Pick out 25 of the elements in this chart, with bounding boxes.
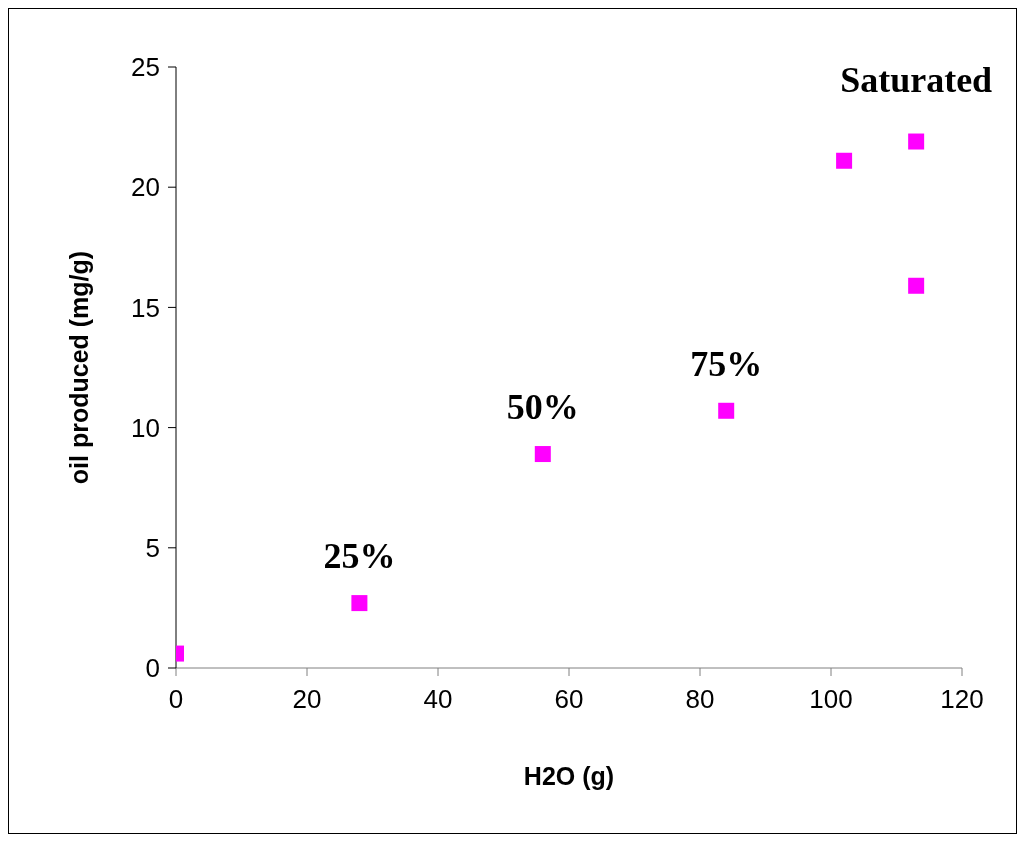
y-axis-title: oil produced (mg/g) — [64, 250, 93, 485]
annotation: 50% — [506, 387, 579, 428]
point — [908, 133, 925, 150]
y-tick-label: 5 — [145, 533, 160, 564]
point — [718, 402, 735, 419]
point — [351, 595, 368, 612]
x-tick-label: 60 — [554, 684, 584, 715]
x-axis-title: H2O (g) — [523, 762, 615, 790]
point — [836, 152, 853, 169]
annotation: Saturated — [840, 59, 993, 100]
point — [908, 277, 925, 294]
x-tick-label: 80 — [685, 684, 715, 715]
annotation: 75% — [690, 343, 763, 384]
y-tick-label: 25 — [131, 52, 160, 83]
y-tick-label: 10 — [131, 412, 160, 443]
x-tick-label: 0 — [168, 684, 184, 715]
y-tick-label: 0 — [145, 653, 160, 684]
y-tick-label: 15 — [131, 292, 160, 323]
x-tick-label: 100 — [809, 684, 853, 715]
y-tick-label: 20 — [131, 172, 160, 203]
x-tick-label: 120 — [940, 684, 984, 715]
x-tick-label: 40 — [423, 684, 453, 715]
annotation: 25% — [323, 536, 396, 577]
x-tick-label: 20 — [292, 684, 322, 715]
point — [534, 446, 551, 463]
